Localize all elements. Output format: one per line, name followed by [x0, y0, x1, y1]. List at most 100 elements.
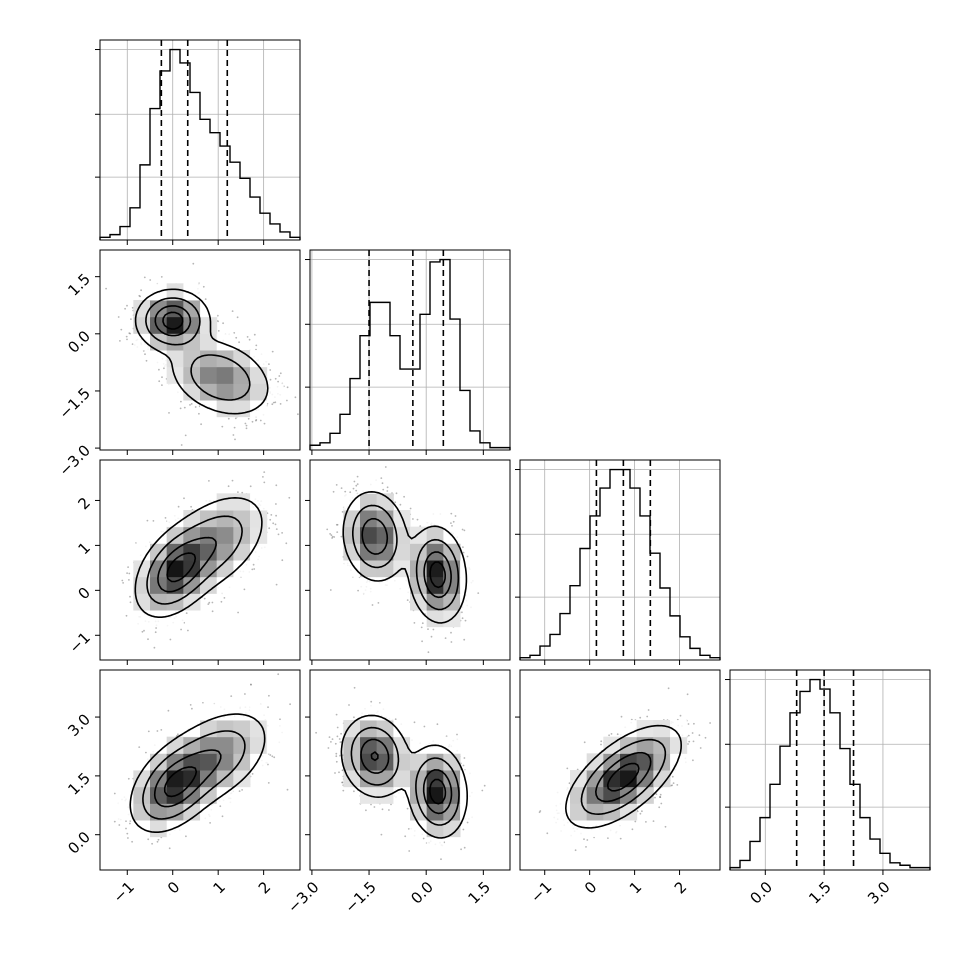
density-block: [250, 400, 268, 418]
density-block: [133, 770, 151, 788]
density-block: [393, 543, 411, 561]
scatter-point: [269, 369, 272, 371]
scatter-point: [120, 328, 123, 331]
scatter-point: [546, 832, 549, 835]
scatter-point: [275, 503, 277, 505]
scatter-point: [659, 793, 662, 796]
scatter-point: [336, 735, 339, 738]
density-block: [183, 510, 201, 528]
contour-level-3: [429, 561, 446, 589]
scatter-point: [131, 343, 134, 345]
scatter-point: [259, 419, 262, 422]
scatter-point: [127, 837, 129, 839]
scatter-point: [693, 722, 695, 725]
scatter-point: [444, 637, 447, 639]
scatter-point: [326, 528, 329, 531]
panel-content-5: [538, 687, 711, 852]
scatter-point: [686, 693, 689, 696]
scatter-point: [151, 842, 154, 845]
density-block: [216, 560, 234, 578]
x-tick-label: 0.0: [407, 878, 437, 908]
scatter-point: [268, 694, 270, 697]
scatter-point: [253, 333, 256, 336]
density-block: [166, 610, 184, 628]
density-block: [150, 543, 168, 561]
scatter-point: [333, 536, 336, 538]
scatter-point: [355, 489, 358, 492]
scatter-point: [353, 790, 355, 793]
scatter-point: [450, 641, 453, 643]
density-block: [360, 543, 378, 561]
density-block: [410, 736, 428, 754]
scatter-point: [461, 528, 464, 531]
scatter-point: [403, 495, 405, 498]
scatter-point: [194, 406, 197, 408]
scatter-point: [427, 628, 429, 630]
density-block: [393, 576, 411, 594]
scatter-point: [122, 582, 124, 584]
scatter-point: [255, 419, 258, 421]
scatter-point: [126, 338, 128, 341]
hist-panel-0: [95, 39, 301, 245]
density-block: [233, 560, 251, 578]
density-block: [360, 560, 378, 578]
scatter-point: [273, 756, 276, 759]
scatter-point: [235, 336, 238, 339]
scatter-point: [462, 546, 464, 548]
density-block: [443, 736, 461, 754]
scatter-point: [704, 736, 707, 739]
scatter-point: [645, 821, 647, 823]
scatter-point: [335, 484, 338, 486]
scatter-point: [198, 412, 200, 415]
scatter-point: [208, 480, 210, 482]
scatter-point: [698, 734, 701, 737]
scatter-point: [286, 386, 289, 389]
density-block: [233, 493, 251, 511]
scatter-point: [413, 721, 416, 724]
density-block: [460, 576, 478, 594]
scatter-point: [339, 741, 342, 743]
scatter-point: [161, 384, 163, 386]
density-block: [426, 510, 444, 528]
scatter-point: [227, 485, 230, 488]
scatter-point: [223, 597, 226, 599]
scatter-point: [336, 726, 339, 729]
scatter-point: [341, 511, 344, 513]
contour-level-1: [146, 515, 243, 605]
density-block: [410, 770, 428, 788]
density-block: [200, 770, 218, 788]
scatter-point: [129, 820, 132, 822]
scatter-point: [270, 514, 273, 516]
scatter-point: [129, 601, 132, 604]
scatter-point: [113, 820, 116, 823]
density-block: [183, 350, 201, 368]
density-block: [636, 770, 654, 788]
contour-level-3: [166, 552, 197, 583]
scatter-point: [647, 709, 650, 711]
scatter-point: [607, 837, 609, 839]
scatter-point: [207, 603, 210, 605]
scatter-point: [634, 820, 637, 823]
density-blocks-2: [343, 476, 478, 628]
density-block: [116, 803, 134, 821]
scatter-point: [390, 803, 392, 806]
scatter-point: [161, 376, 163, 379]
density-block: [250, 703, 268, 721]
scatter-point: [169, 638, 172, 641]
scatter-point: [687, 743, 689, 745]
scatter-point: [344, 490, 347, 493]
scatter-point: [691, 732, 694, 734]
density-block: [216, 493, 234, 511]
scatter-point: [667, 687, 670, 690]
scatter-point: [421, 640, 423, 643]
density-block: [443, 770, 461, 788]
density-block: [216, 350, 234, 368]
density-block: [376, 770, 394, 788]
panel-content-2: [326, 466, 480, 654]
density-block: [250, 383, 268, 401]
scatter-point: [113, 792, 116, 795]
density-block: [133, 610, 151, 628]
scatter-point: [281, 532, 283, 534]
scatter-point: [128, 572, 131, 575]
